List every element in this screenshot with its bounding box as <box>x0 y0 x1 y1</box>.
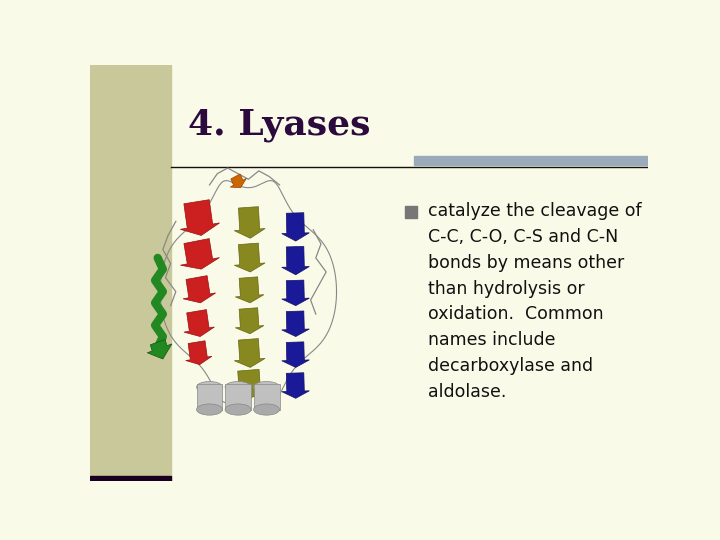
Text: oxidation.  Common: oxidation. Common <box>428 305 603 323</box>
Bar <box>197 384 222 409</box>
FancyArrow shape <box>230 174 246 188</box>
Bar <box>253 384 279 409</box>
Bar <box>225 384 251 409</box>
Text: decarboxylase and: decarboxylase and <box>428 357 593 375</box>
Text: 4. Lyases: 4. Lyases <box>188 108 370 142</box>
FancyArrow shape <box>282 311 310 336</box>
FancyArrow shape <box>234 207 265 238</box>
FancyArrow shape <box>234 339 265 367</box>
FancyArrow shape <box>235 308 264 334</box>
Bar <box>413 156 648 165</box>
FancyArrow shape <box>282 213 310 241</box>
Ellipse shape <box>197 404 222 415</box>
FancyArrow shape <box>181 239 220 269</box>
Text: names include: names include <box>428 331 555 349</box>
FancyArrow shape <box>234 243 265 272</box>
Text: C-C, C-O, C-S and C-N: C-C, C-O, C-S and C-N <box>428 228 618 246</box>
Text: than hydrolysis or: than hydrolysis or <box>428 280 584 298</box>
FancyArrow shape <box>282 342 310 367</box>
FancyArrow shape <box>282 373 310 399</box>
FancyArrow shape <box>282 280 310 306</box>
Text: aldolase.: aldolase. <box>428 383 506 401</box>
Text: bonds by means other: bonds by means other <box>428 254 624 272</box>
Ellipse shape <box>225 381 251 393</box>
Point <box>405 208 417 217</box>
Ellipse shape <box>197 381 222 393</box>
FancyArrow shape <box>282 246 310 275</box>
FancyArrow shape <box>184 309 215 336</box>
Ellipse shape <box>225 404 251 415</box>
Bar <box>90 476 171 481</box>
Bar <box>90 65 171 481</box>
FancyArrow shape <box>233 369 266 399</box>
FancyArrow shape <box>235 277 264 303</box>
Ellipse shape <box>253 381 279 393</box>
FancyArrow shape <box>180 200 220 235</box>
FancyArrow shape <box>183 275 216 303</box>
FancyArrow shape <box>186 341 212 364</box>
Text: catalyze the cleavage of: catalyze the cleavage of <box>428 202 642 220</box>
Ellipse shape <box>253 404 279 415</box>
FancyArrow shape <box>148 340 172 359</box>
